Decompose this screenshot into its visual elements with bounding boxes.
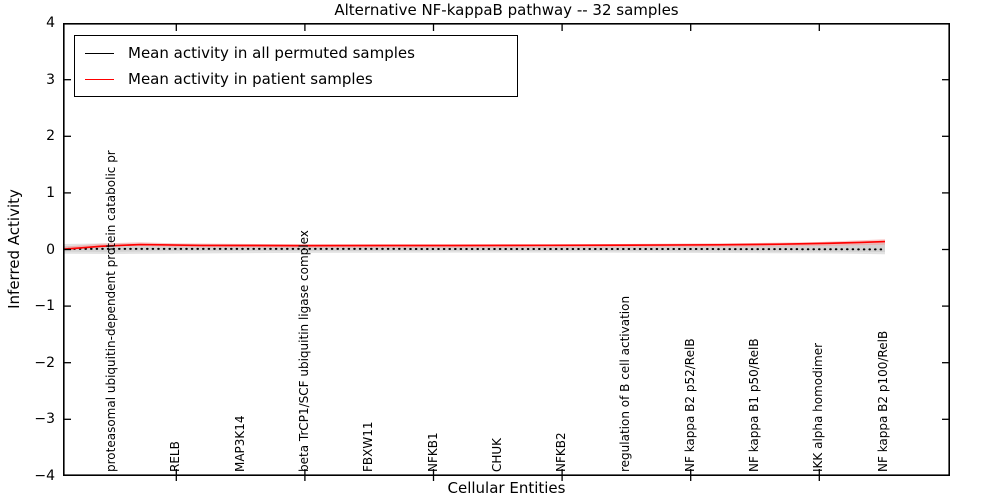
x-tick-label: NF kappa B2 p52/RelB: [682, 338, 697, 472]
x-tick-label: NFKB2: [554, 432, 569, 472]
x-tick-label: FBXW11: [361, 421, 376, 473]
x-tick-label: NFKB1: [425, 432, 440, 472]
y-tick-label: −2: [34, 354, 55, 371]
legend: Mean activity in all permuted samples Me…: [74, 35, 518, 97]
x-tick-label: NF kappa B1 p50/RelB: [747, 338, 761, 472]
x-tick-label: IKK alpha homodimer: [811, 342, 826, 472]
legend-entry-patient: Mean activity in patient samples: [85, 70, 517, 88]
y-tick-label: 0: [46, 241, 55, 258]
y-tick-label: 3: [46, 71, 55, 88]
axes-frame: [63, 23, 950, 476]
legend-entry-permuted: Mean activity in all permuted samples: [85, 44, 517, 62]
legend-line-red-icon: [85, 78, 114, 80]
y-tick-label: −1: [34, 298, 55, 315]
y-tick-label: 1: [46, 184, 55, 201]
y-tick-label: 2: [46, 128, 55, 145]
x-tick-label: NF kappa B2 p100/RelB: [875, 330, 890, 472]
x-tick-label: MAP3K14: [232, 415, 247, 472]
x-axis-label: Cellular Entities: [447, 479, 566, 497]
series-line-patient: [63, 240, 886, 251]
chart-title: Alternative NF-kappaB pathway -- 32 samp…: [334, 1, 679, 19]
legend-label-permuted: Mean activity in all permuted samples: [128, 44, 415, 62]
x-tick-label: beta TrCP1/SCF ubiquitin ligase complex: [296, 230, 311, 472]
legend-label-patient: Mean activity in patient samples: [128, 70, 373, 88]
legend-line-black-icon: [85, 52, 114, 54]
y-tick-label: −4: [34, 467, 55, 484]
y-tick-label: −3: [34, 411, 55, 428]
x-tick-label: proteasomal ubiquitin-dependent protein …: [104, 150, 118, 472]
x-tick-label: regulation of B cell activation: [618, 295, 633, 472]
x-tick-label: RELB: [168, 441, 183, 472]
y-tick-label: 4: [46, 15, 55, 32]
x-tick-label: CHUK: [489, 437, 504, 472]
plot-area: [63, 23, 950, 481]
